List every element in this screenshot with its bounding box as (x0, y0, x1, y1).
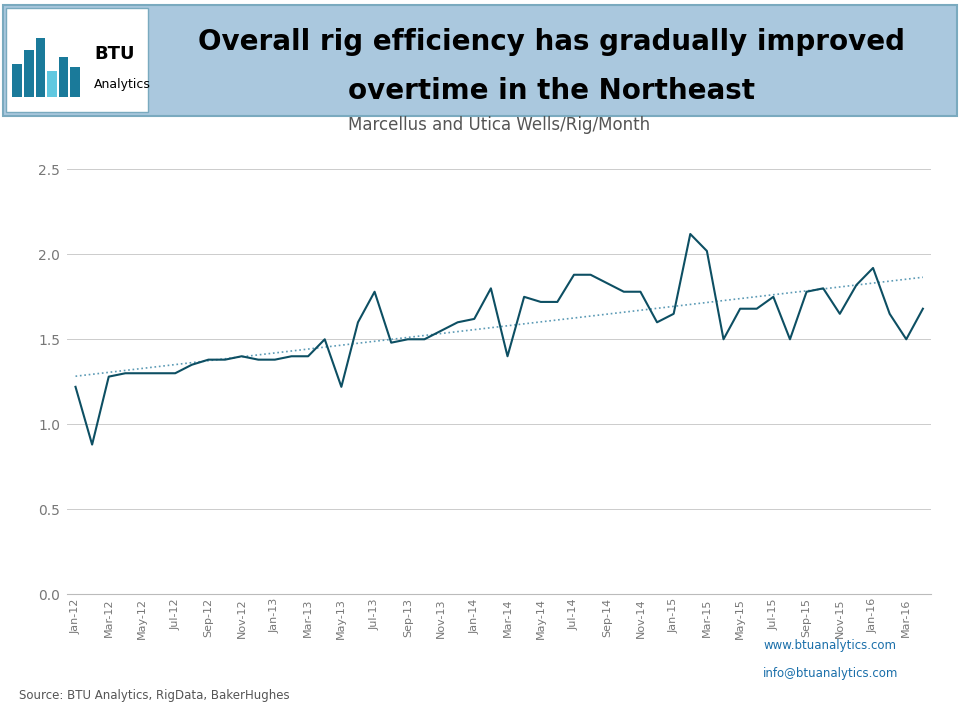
Bar (36, 38, 45, 96)
Text: Analytics: Analytics (94, 78, 151, 91)
Text: Source: BTU Analytics, RigData, BakerHughes: Source: BTU Analytics, RigData, BakerHug… (19, 689, 290, 702)
Bar (47, 71, 57, 96)
Bar (59, 57, 68, 96)
Text: overtime in the Northeast: overtime in the Northeast (348, 77, 756, 104)
Text: Overall rig efficiency has gradually improved: Overall rig efficiency has gradually imp… (199, 28, 905, 56)
Text: BTU: BTU (94, 45, 134, 63)
Text: info@btuanalytics.com: info@btuanalytics.com (763, 667, 899, 680)
FancyBboxPatch shape (6, 9, 148, 112)
Bar (70, 67, 80, 96)
Bar (24, 50, 34, 96)
FancyBboxPatch shape (3, 5, 957, 116)
Bar (12, 63, 22, 96)
Text: www.btuanalytics.com: www.btuanalytics.com (763, 639, 897, 652)
Title: Marcellus and Utica Wells/Rig/Month: Marcellus and Utica Wells/Rig/Month (348, 116, 650, 134)
